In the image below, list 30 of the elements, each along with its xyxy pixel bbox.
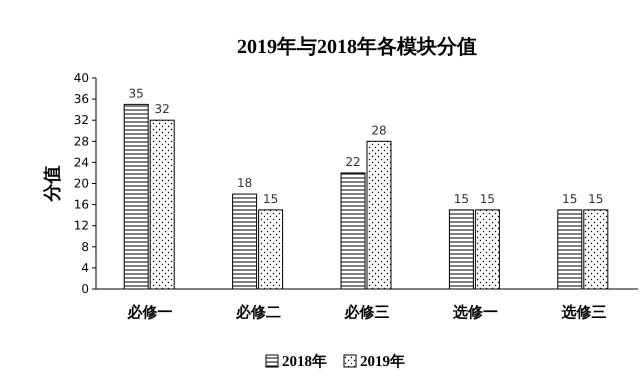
y-tick-label: 36 — [74, 92, 89, 106]
y-tick-label: 20 — [74, 176, 89, 190]
x-tick-label: 必修二 — [235, 304, 282, 321]
y-tick-label: 8 — [81, 240, 89, 254]
x-tick-label: 必修三 — [344, 304, 390, 321]
data-label: 15 — [588, 192, 604, 206]
y-tick-label: 16 — [74, 198, 89, 212]
y-tick-label: 40 — [74, 71, 89, 85]
data-label: 15 — [454, 192, 470, 206]
y-tick-label: 0 — [81, 282, 89, 296]
x-tick-label: 选修一 — [452, 304, 498, 321]
x-tick-label: 必修一 — [126, 304, 173, 321]
y-tick-label: 12 — [74, 218, 89, 233]
data-label: 22 — [345, 154, 361, 169]
data-label: 32 — [154, 102, 170, 116]
x-tick-label: 选修三 — [560, 304, 606, 321]
y-tick-label: 32 — [74, 113, 89, 128]
data-label: 15 — [480, 192, 496, 206]
legend-label: 2018年 — [282, 353, 327, 370]
data-label: 28 — [371, 123, 387, 138]
y-tick-label: 28 — [74, 134, 89, 148]
y-tick-label: 24 — [74, 155, 89, 170]
chart-title: 2019年与2018年各模块分值 — [237, 36, 477, 58]
data-label: 15 — [562, 192, 578, 206]
y-tick-label: 4 — [81, 260, 89, 275]
data-label: 18 — [236, 176, 252, 190]
data-label: 15 — [262, 192, 278, 206]
legend-label: 2019年 — [360, 353, 405, 370]
y-axis-title: 分值 — [42, 166, 62, 202]
data-label: 35 — [128, 86, 144, 100]
